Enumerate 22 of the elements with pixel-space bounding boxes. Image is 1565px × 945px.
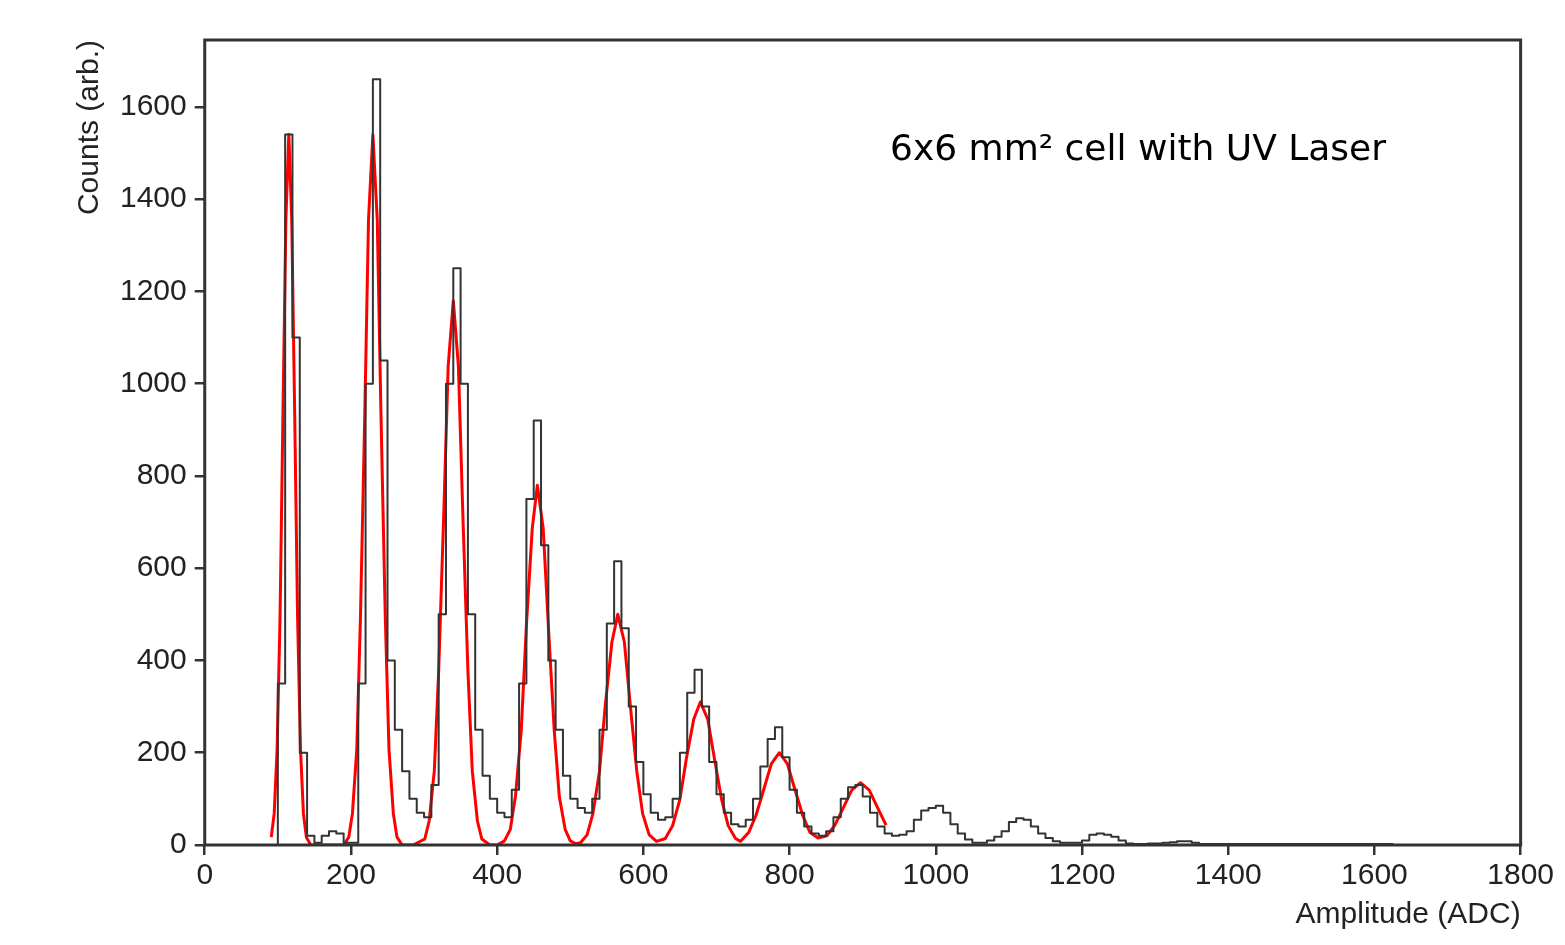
- y-axis-title: Counts (arb.): [71, 40, 105, 216]
- y-tick-label: 800: [136, 457, 187, 491]
- x-tick-label: 1600: [1341, 857, 1408, 891]
- x-tick-label: 1000: [902, 857, 970, 891]
- x-tick-label: 1400: [1194, 857, 1262, 891]
- x-tick-label: 400: [472, 857, 523, 891]
- x-tick-label: 200: [325, 857, 376, 891]
- x-tick-label: 1800: [1487, 857, 1555, 891]
- y-tick-label: 1400: [119, 180, 187, 214]
- x-axis-title: Amplitude (ADC): [1295, 896, 1521, 930]
- y-tick-label: 1200: [119, 272, 187, 306]
- y-tick-label: 1000: [119, 364, 187, 398]
- y-tick-label: 1600: [119, 88, 187, 122]
- x-tick-label: 0: [196, 857, 214, 891]
- x-tick-label: 600: [618, 857, 669, 891]
- y-tick-label: 600: [136, 549, 187, 583]
- x-tick-label: 1200: [1048, 857, 1116, 891]
- annotation: 6x6 mm² cell with UV Laser: [890, 126, 1388, 170]
- y-tick-label: 0: [170, 826, 187, 860]
- y-tick-label: 400: [136, 641, 187, 675]
- x-tick-label: 800: [764, 857, 815, 891]
- y-tick-label: 200: [136, 734, 187, 767]
